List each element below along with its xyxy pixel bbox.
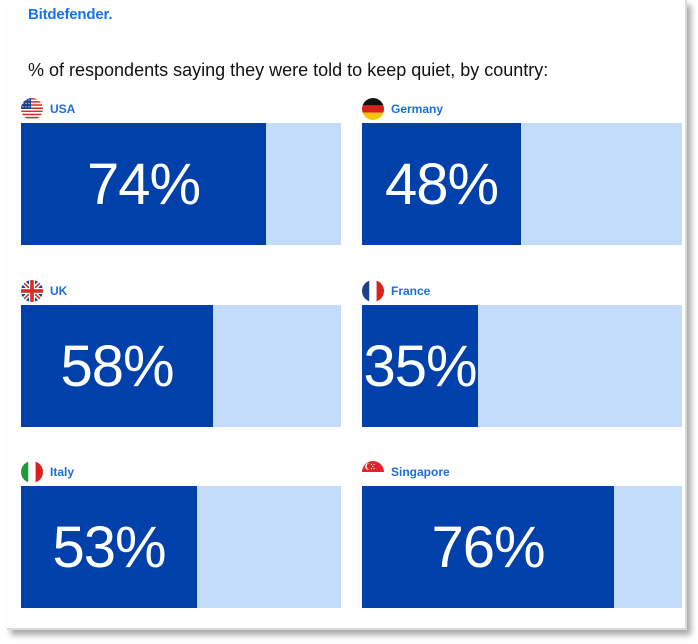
singapore-flag-icon xyxy=(362,461,384,483)
bar-fill xyxy=(362,305,478,427)
bar-track: 48% xyxy=(362,123,682,245)
bar-track: 35% xyxy=(362,305,682,427)
country-name: USA xyxy=(50,102,76,116)
country-label-row: Singapore xyxy=(362,461,450,483)
us-flag-icon xyxy=(21,98,43,120)
country-name: UK xyxy=(50,284,68,298)
chart-title: % of respondents saying they were told t… xyxy=(28,60,549,80)
country-name: France xyxy=(391,284,431,298)
country-panel-singapore: Singapore 76% xyxy=(362,461,682,608)
bar-fill xyxy=(362,123,521,245)
country-panel-usa: USA 74% xyxy=(21,98,341,245)
bar-value-label: 74% xyxy=(86,151,201,217)
country-name: Italy xyxy=(50,465,75,479)
bar-track: 74% xyxy=(21,123,341,245)
bar-value-label: 53% xyxy=(52,514,166,580)
bar-track: 58% xyxy=(21,305,341,427)
country-label-row: USA xyxy=(21,98,75,120)
country-panel-germany: Germany 48% xyxy=(362,98,682,245)
bar-fill xyxy=(21,486,197,608)
france-flag-icon xyxy=(362,280,384,302)
infographic-card: Bitdefender. % of respondents saying the… xyxy=(7,0,687,630)
country-label-row: France xyxy=(362,280,430,302)
uk-flag-icon xyxy=(21,280,43,302)
bar-value-label: 58% xyxy=(60,333,174,399)
bar-value-label: 76% xyxy=(431,514,545,580)
country-label-row: UK xyxy=(21,280,67,302)
bar-value-label: 48% xyxy=(384,151,499,217)
country-panel-uk: UK 58% xyxy=(21,280,341,427)
bar-track: 76% xyxy=(362,486,682,608)
country-panel-italy: Italy 53% xyxy=(21,461,341,608)
country-name: Germany xyxy=(391,102,444,116)
bar-track: 53% xyxy=(21,486,341,608)
country-name: Singapore xyxy=(391,465,450,479)
bar-value-label: 35% xyxy=(363,333,477,399)
bar-fill xyxy=(362,486,614,608)
country-panel-france: France 35% xyxy=(362,280,682,427)
country-label-row: Italy xyxy=(21,461,74,483)
bar-fill xyxy=(21,305,213,427)
germany-flag-icon xyxy=(362,98,384,120)
brand-logo: Bitdefender. xyxy=(28,6,113,23)
bar-fill xyxy=(21,123,266,245)
country-label-row: Germany xyxy=(362,98,443,120)
italy-flag-icon xyxy=(21,461,43,483)
